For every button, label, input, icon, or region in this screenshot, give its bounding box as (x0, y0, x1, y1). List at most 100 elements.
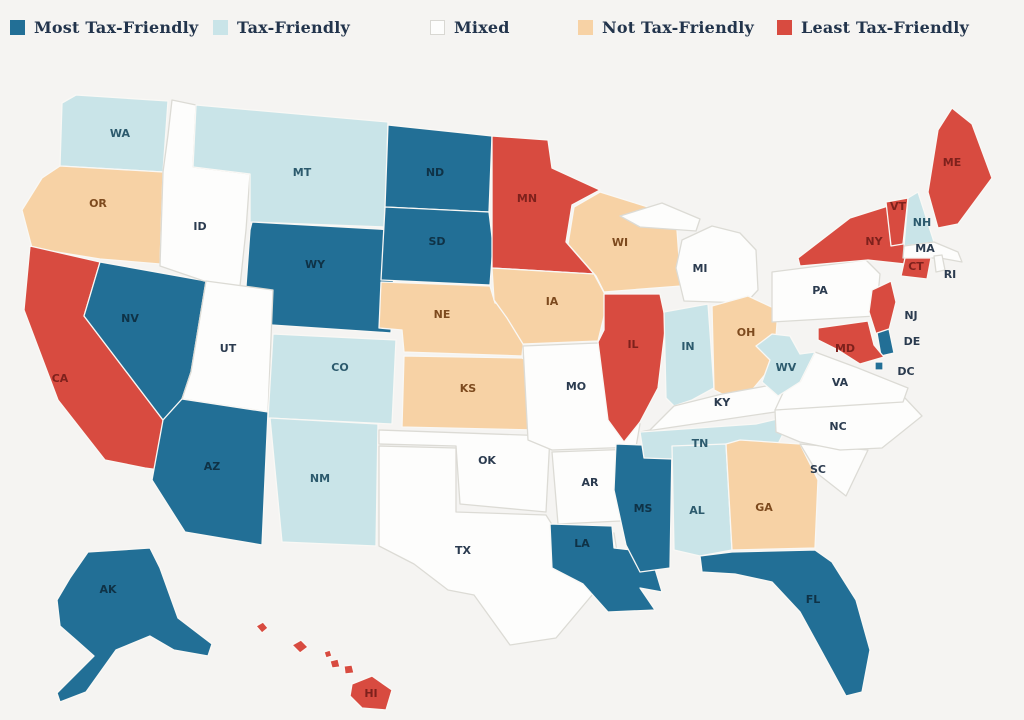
state-ia (491, 267, 609, 345)
state-label-nv: NV (121, 312, 139, 325)
state-label-ia: IA (546, 295, 559, 308)
state-label-ma: MA (915, 242, 935, 255)
state-label-nc: NC (829, 420, 846, 433)
state-label-mn: MN (517, 192, 537, 205)
state-label-sd: SD (428, 235, 445, 248)
state-label-wi: WI (612, 236, 628, 249)
legend-item-tax-friendly: Tax-Friendly (213, 18, 350, 37)
state-me (927, 107, 993, 229)
state-label-ks: KS (460, 382, 477, 395)
state-label-wy: WY (305, 258, 326, 271)
state-hi-island (323, 649, 333, 659)
state-nm (269, 417, 379, 547)
state-de (876, 328, 895, 357)
state-wa (59, 94, 169, 173)
state-label-in: IN (681, 340, 694, 353)
legend-label: Mixed (454, 18, 510, 37)
state-label-ut: UT (220, 342, 237, 355)
state-hi-island (255, 621, 269, 634)
legend-label: Not Tax-Friendly (602, 18, 755, 37)
state-label-or: OR (89, 197, 107, 210)
state-in (663, 303, 715, 407)
state-label-ga: GA (755, 501, 773, 514)
mixed-swatch (430, 20, 445, 35)
legend-item-most-tax-friendly: Most Tax-Friendly (10, 18, 198, 37)
state-md (817, 320, 885, 365)
state-ma (902, 241, 963, 263)
state-label-wv: WV (776, 361, 797, 374)
state-ak (56, 547, 213, 703)
state-nc (774, 397, 923, 451)
state-label-nh: NH (913, 216, 931, 229)
state-label-ar: AR (582, 476, 600, 489)
state-label-al: AL (689, 504, 705, 517)
legend-label: Least Tax-Friendly (801, 18, 969, 37)
state-label-mt: MT (293, 166, 312, 179)
state-label-pa: PA (812, 284, 828, 297)
state-label-ak: AK (99, 583, 117, 596)
state-label-dc: DC (897, 365, 914, 378)
state-nj (868, 280, 897, 335)
state-mi (675, 225, 759, 304)
legend-label: Tax-Friendly (237, 18, 351, 37)
legend-item-least-tax-friendly: Least Tax-Friendly (777, 18, 969, 37)
state-label-me: ME (943, 156, 961, 169)
state-label-fl: FL (806, 593, 821, 606)
state-al (671, 443, 733, 557)
state-label-tn: TN (692, 437, 709, 450)
not-tax-friendly-swatch (578, 20, 593, 35)
state-label-mi: MI (692, 262, 707, 275)
least-tax-friendly-swatch (777, 20, 792, 35)
state-az (151, 398, 269, 546)
state-hi-island (343, 664, 355, 675)
state-label-ok: OK (478, 454, 496, 467)
state-label-tx: TX (455, 544, 472, 557)
state-label-ny: NY (865, 235, 883, 248)
state-ne (378, 281, 528, 357)
state-label-nd: ND (426, 166, 444, 179)
state-label-sc: SC (810, 463, 826, 476)
state-ct (900, 257, 932, 280)
state-label-vt: VT (890, 200, 907, 213)
state-label-ct: CT (908, 260, 924, 273)
state-label-de: DE (904, 335, 921, 348)
state-ga (725, 439, 819, 551)
state-label-hi: HI (364, 687, 377, 700)
state-label-ri: RI (944, 268, 957, 281)
tax-friendly-swatch (213, 20, 228, 35)
state-labels: WA OR CA NV ID MT WY UT CO AZ NM ND SD NE KS OK TX MN IA MO… (52, 127, 962, 700)
state-dc (874, 361, 884, 371)
state-label-nj: NJ (904, 309, 917, 322)
state-hi-big-island (349, 675, 393, 711)
state-il (597, 293, 667, 443)
state-co (267, 333, 397, 425)
state-mt (192, 104, 389, 228)
state-label-ne: NE (434, 308, 451, 321)
state-label-id: ID (193, 220, 206, 233)
state-label-il: IL (627, 338, 638, 351)
most-tax-friendly-swatch (10, 20, 25, 35)
legend-label: Most Tax-Friendly (34, 18, 199, 37)
state-label-nm: NM (310, 472, 330, 485)
state-label-ky: KY (714, 396, 732, 409)
state-hi-island (329, 658, 341, 669)
state-fl (699, 549, 871, 697)
state-label-md: MD (835, 342, 855, 355)
state-label-wa: WA (110, 127, 131, 140)
state-label-ms: MS (634, 502, 653, 515)
state-label-la: LA (574, 537, 590, 550)
state-ri (933, 254, 946, 273)
state-la (549, 523, 663, 613)
state-label-az: AZ (204, 460, 221, 473)
legend-item-mixed: Mixed (430, 18, 510, 37)
state-label-ca: CA (52, 372, 69, 385)
state-label-mo: MO (566, 380, 586, 393)
state-label-va: VA (832, 376, 849, 389)
state-mi-upper (619, 202, 701, 232)
state-wv (755, 333, 816, 397)
legend: Most Tax-Friendly Tax-Friendly Mixed Not… (0, 0, 1024, 58)
state-vt (885, 197, 909, 247)
legend-item-not-tax-friendly: Not Tax-Friendly (578, 18, 754, 37)
